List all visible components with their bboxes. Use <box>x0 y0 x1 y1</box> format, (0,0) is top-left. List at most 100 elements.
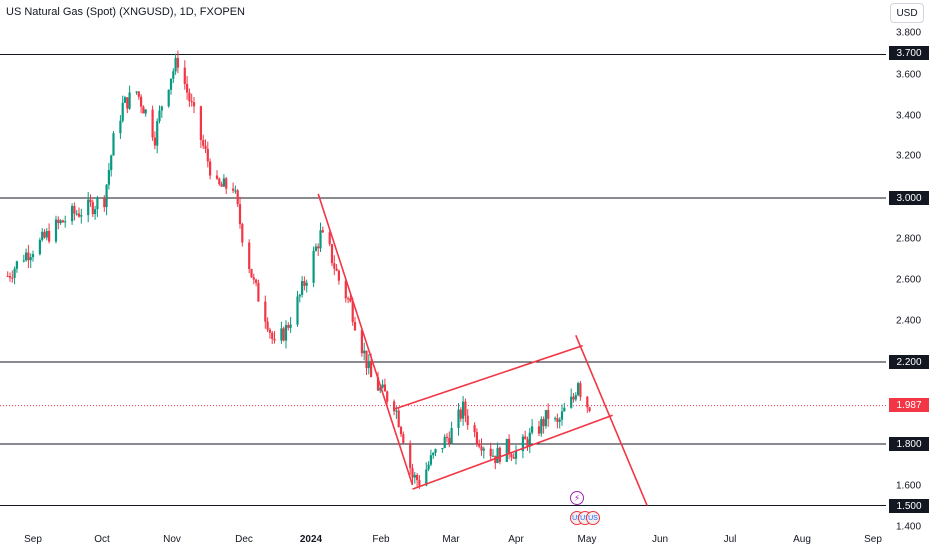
candle-body <box>298 294 301 297</box>
price-tick: 3.400 <box>896 110 922 122</box>
candle-body <box>475 432 478 444</box>
candle-body <box>496 447 499 464</box>
candle-body <box>183 67 186 85</box>
candle-body <box>478 443 481 447</box>
candle-body <box>241 224 244 243</box>
candle-body <box>192 102 196 107</box>
price-tick: 3.800 <box>896 27 922 39</box>
candle-body <box>482 448 485 451</box>
time-tick: Sep <box>864 534 882 545</box>
candle-body <box>59 220 62 224</box>
time-tick: May <box>577 534 597 545</box>
time-tick: Aug <box>793 534 811 545</box>
candle-body <box>464 401 467 416</box>
candle-body <box>257 282 260 302</box>
candle-body <box>363 350 366 354</box>
candle-body <box>218 178 221 185</box>
candle-body <box>432 452 435 456</box>
candle-body <box>411 468 414 478</box>
candle-body <box>43 231 46 238</box>
time-axis[interactable]: Sep Oct Nov Dec 2024 Feb Mar Apr May Jun… <box>0 530 886 550</box>
candle-body <box>321 230 324 233</box>
candle-body <box>209 161 212 176</box>
candle-body <box>80 215 83 217</box>
candle-body <box>287 325 290 328</box>
candle-body <box>273 338 276 341</box>
candle-body <box>73 206 76 214</box>
candle-body <box>206 148 209 162</box>
candle-body <box>77 213 81 217</box>
candle-body <box>508 438 511 455</box>
price-axis[interactable]: 3.800 3.600 3.400 3.200 2.800 2.600 2.40… <box>886 0 932 550</box>
candle-body <box>303 281 306 286</box>
candle-body <box>27 252 30 261</box>
candle-body <box>107 170 110 185</box>
candle-body <box>190 101 193 103</box>
candle-body <box>305 282 308 286</box>
candle-body <box>142 106 145 114</box>
candle-body <box>156 121 159 146</box>
candle-body <box>521 436 524 452</box>
candle-body <box>123 97 127 103</box>
candle-body <box>448 437 451 444</box>
candle-body <box>540 419 543 434</box>
last-price-label: 1.987 <box>889 398 929 412</box>
candle-body <box>144 109 147 114</box>
candle-body <box>528 432 531 447</box>
candle-body <box>416 474 419 481</box>
price-tick: 1.600 <box>896 480 922 492</box>
us-flag-icon[interactable]: US <box>586 511 600 525</box>
candle-body <box>558 419 561 422</box>
level-label-1800: 1.800 <box>889 437 929 451</box>
candle-body <box>110 155 113 171</box>
candle-body <box>236 190 239 205</box>
level-label-1500: 1.500 <box>889 499 929 513</box>
candle-body <box>409 442 412 469</box>
candle-body <box>588 407 591 412</box>
candle-body <box>577 383 580 396</box>
candle-body <box>38 239 41 255</box>
candle-body <box>186 84 189 93</box>
lightning-icon[interactable]: ⚡ <box>570 491 584 505</box>
time-tick: Nov <box>163 534 181 545</box>
candle-body <box>402 434 405 443</box>
price-chart[interactable] <box>0 0 886 530</box>
candle-body <box>29 257 32 261</box>
candle-body <box>441 447 444 450</box>
candle-body <box>160 106 163 111</box>
candle-body <box>48 231 51 242</box>
time-tick: Sep <box>24 534 42 545</box>
candle-body <box>450 427 453 444</box>
price-tick: 1.400 <box>896 521 922 533</box>
candle-body <box>172 71 175 79</box>
candle-body <box>119 120 122 134</box>
candle-body <box>215 175 219 179</box>
candle-body <box>137 91 140 97</box>
price-tick: 3.600 <box>896 69 922 81</box>
price-tick: 2.400 <box>896 315 922 327</box>
candle-body <box>248 242 251 270</box>
candle-body <box>121 102 124 121</box>
candle-body <box>103 198 106 208</box>
candle-body <box>537 426 541 434</box>
candle-body <box>188 92 191 102</box>
candle-body <box>505 438 508 462</box>
candle-body <box>174 57 177 72</box>
candle-body <box>271 332 274 339</box>
candle-body <box>489 448 492 457</box>
currency-button[interactable]: USD <box>890 3 924 23</box>
candle-body <box>250 269 253 278</box>
candle-body <box>301 281 304 295</box>
trendline <box>317 193 414 486</box>
candle-body <box>560 411 564 420</box>
candle-body <box>434 449 437 453</box>
candle-body <box>232 188 235 191</box>
candle-body <box>31 254 35 258</box>
level-label-2200: 2.200 <box>889 355 929 369</box>
candle-body <box>289 324 292 328</box>
candle-body <box>498 447 501 462</box>
candle-body <box>413 474 416 478</box>
candle-body <box>158 110 161 122</box>
candle-body <box>544 410 547 427</box>
candle-body <box>526 439 529 447</box>
